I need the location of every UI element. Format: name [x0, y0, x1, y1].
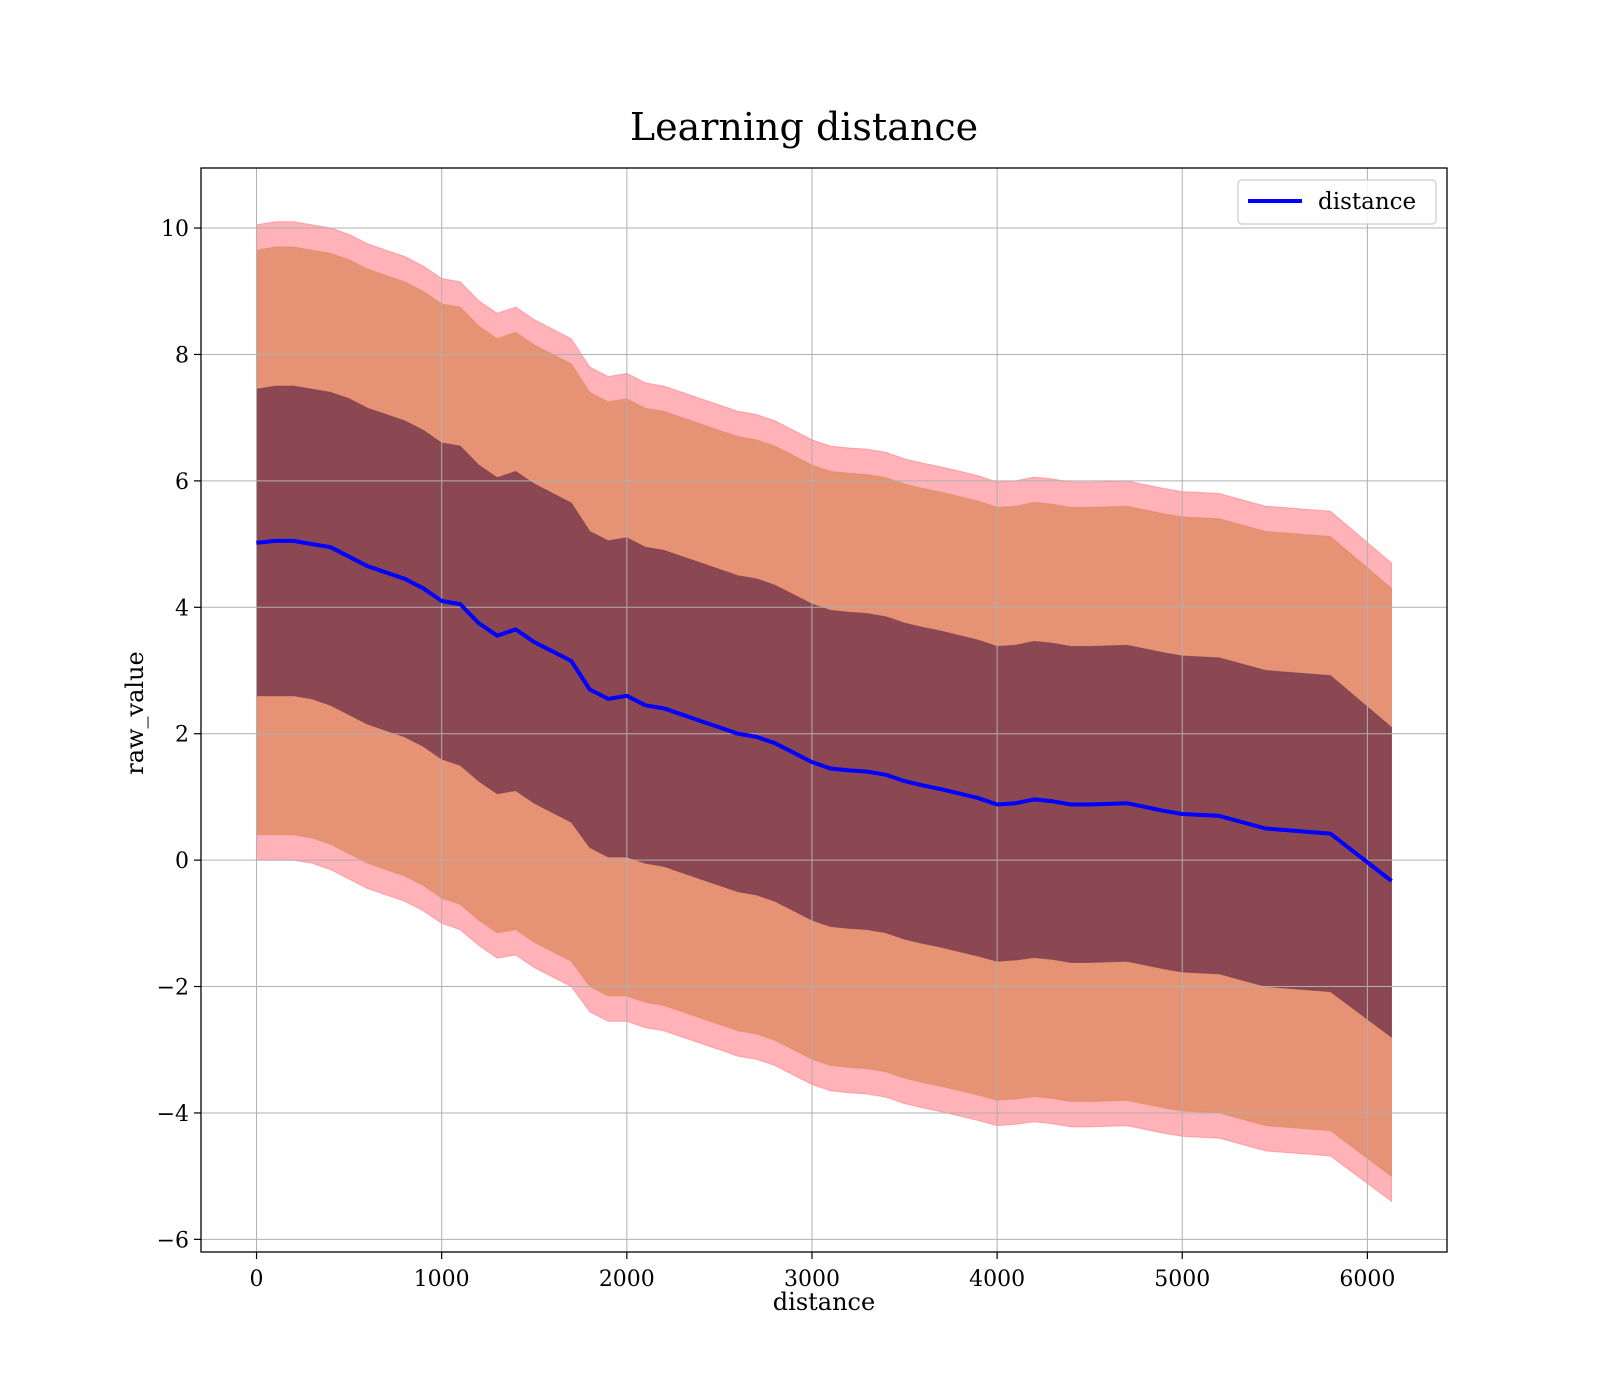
y-tick-label: 0 [175, 849, 189, 874]
y-tick-label: −2 [157, 976, 189, 1001]
x-tick-label: 2000 [599, 1267, 655, 1292]
y-tick-label: 6 [175, 470, 189, 495]
y-tick-label: 4 [175, 596, 189, 621]
x-axis-ticks: 0 1000 2000 3000 4000 5000 6000 [250, 1252, 1395, 1292]
y-tick-label: 2 [175, 723, 189, 748]
x-tick-label: 6000 [1339, 1267, 1395, 1292]
y-tick-label: −6 [157, 1228, 189, 1253]
legend: distance [1237, 179, 1437, 225]
confidence-bands [256, 221, 1392, 1203]
y-axis-label: raw_value [121, 651, 149, 775]
series-line-distance [256, 538, 1393, 883]
legend-box [1237, 179, 1437, 225]
x-tick-label: 1000 [414, 1267, 470, 1292]
grid [201, 168, 1447, 1252]
y-tick-label: 8 [175, 343, 189, 368]
x-axis-label: distance [773, 1288, 875, 1316]
y-tick-label: −4 [157, 1102, 189, 1127]
band-1 [256, 385, 1392, 1039]
y-tick-label: 10 [161, 217, 189, 242]
plot-frame [200, 167, 1448, 1253]
x-tick-label: 3000 [784, 1267, 840, 1292]
x-tick-label: 5000 [1154, 1267, 1210, 1292]
chart-title: Learning distance [630, 105, 978, 149]
x-tick-label: 4000 [969, 1267, 1025, 1292]
series-lines [256, 538, 1393, 883]
x-tick-label: 0 [250, 1267, 264, 1292]
y-axis-ticks: −6 −4 −2 0 2 4 6 8 10 [157, 217, 201, 1253]
legend-label-distance: distance [1318, 189, 1416, 215]
